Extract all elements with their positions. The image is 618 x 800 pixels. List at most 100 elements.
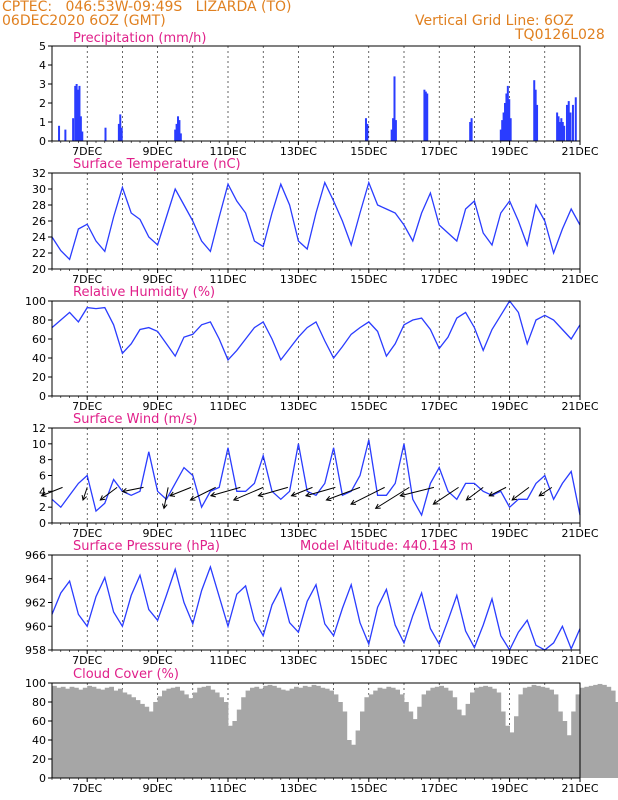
cloud-bar — [448, 690, 453, 778]
precipitation-bar — [120, 127, 123, 141]
cloud-bar — [408, 711, 414, 778]
cloud-bar — [236, 709, 242, 778]
pressure-xtick-label: 11DEC — [209, 654, 246, 667]
precipitation-bar — [179, 133, 182, 141]
precipitation-bar — [561, 122, 564, 141]
cloud-bar — [184, 694, 189, 778]
cloud-ytick-label: 60 — [32, 715, 46, 728]
cloud-bar — [118, 688, 123, 778]
precipitation-bar — [174, 129, 177, 141]
precipitation-bar — [469, 122, 472, 141]
temperature-ytick-label: 30 — [32, 183, 46, 196]
pressure-ytick-label: 966 — [25, 549, 46, 562]
precipitation-bar — [563, 125, 566, 141]
cloud-bar — [610, 690, 616, 778]
cloud-bar — [412, 719, 418, 778]
cloud-bar — [219, 697, 224, 778]
cloud-bar — [360, 711, 365, 778]
pressure-xtick-label: 17DEC — [421, 654, 458, 667]
pressure-ytick-label: 964 — [25, 573, 46, 586]
precipitation-bar — [567, 101, 570, 141]
cloud-bar — [588, 685, 594, 778]
temperature-ytick-label: 26 — [32, 215, 46, 228]
precipitation-ytick-label: 0 — [39, 135, 46, 148]
cloud-bar — [250, 687, 255, 778]
cloud-bar — [232, 721, 238, 778]
cloud-bar — [126, 694, 132, 778]
cloud-xtick-label: 21DEC — [561, 782, 598, 795]
cloud-bar — [355, 730, 361, 778]
wind-xtick-label: 11DEC — [209, 527, 246, 540]
precipitation-bar — [392, 118, 395, 141]
wind-arrow — [465, 486, 484, 501]
precipitation-bar — [534, 89, 537, 141]
cloud-xtick-label: 13DEC — [280, 782, 317, 795]
cloud-bar — [382, 688, 387, 778]
precipitation-bar — [470, 118, 473, 141]
cloud-bar — [540, 686, 546, 778]
precipitation-bar — [558, 122, 561, 141]
humidity-xtick-label: 19DEC — [491, 400, 528, 413]
precipitation-bar — [393, 76, 396, 141]
precipitation-bar — [74, 85, 77, 141]
wind-arrow — [121, 486, 144, 494]
wind-arrow — [209, 486, 241, 498]
wind-xtick-label: 15DEC — [350, 527, 387, 540]
cloud-xtick-label: 7DEC — [72, 782, 102, 795]
cloud-bar — [593, 684, 598, 778]
cloud-bar — [223, 702, 229, 778]
cloud-bar — [575, 694, 581, 778]
cloud-bar — [122, 692, 128, 778]
cloud-bar — [113, 690, 119, 778]
cloud-bar — [228, 725, 233, 778]
cloud-bar — [553, 694, 559, 778]
cloud-bar — [175, 686, 180, 778]
precipitation-bar — [104, 127, 107, 141]
precipitation-bar — [506, 85, 509, 141]
precipitation-bar — [77, 89, 80, 141]
precipitation-bar — [58, 125, 61, 141]
cloud-bar — [272, 685, 277, 778]
cloud-xtick-label: 17DEC — [421, 782, 458, 795]
cloud-bar — [166, 688, 172, 778]
cloud-bar — [144, 706, 150, 778]
precipitation-bar — [175, 123, 178, 141]
humidity-ytick-label: 40 — [32, 352, 46, 365]
precipitation-bar — [117, 123, 120, 141]
cloud-bar — [377, 687, 383, 778]
cloud-bar — [333, 694, 339, 778]
humidity-panel: 0 20 40 60 80 100 7DEC 9DEC 11DEC 13DEC 15DEC 17DEC… — [25, 285, 599, 413]
cloud-xtick-label: 19DEC — [491, 782, 528, 795]
cloud-bar — [206, 685, 211, 778]
temperature-ytick-label: 24 — [32, 231, 46, 244]
wind-arrow — [399, 486, 435, 498]
cloud-bar — [131, 697, 136, 778]
run-date-header: 06DEC2020 6OZ (GMT) — [2, 13, 166, 29]
cloud-bar — [69, 686, 75, 778]
cloud-bar — [74, 687, 79, 778]
cloud-bar — [404, 702, 409, 778]
precipitation-xtick-label: 17DEC — [421, 145, 458, 158]
cloud-bar — [527, 686, 532, 778]
cloud-bar — [514, 716, 519, 778]
cloud-bar — [197, 687, 202, 778]
precipitation-bar — [571, 104, 574, 141]
precipitation-bar — [424, 91, 427, 141]
pressure-xtick-label: 7DEC — [72, 654, 102, 667]
temperature-line — [51, 180, 581, 261]
cloud-bar — [562, 721, 568, 778]
precipitation-bar — [79, 116, 82, 141]
cloud-xtick-label: 9DEC — [143, 782, 173, 795]
temperature-xtick-label: 15DEC — [350, 273, 387, 286]
wind-ytick-label: 8 — [39, 454, 46, 467]
cloud-bar — [320, 687, 326, 778]
cloud-title: Cloud Cover (%) — [73, 667, 179, 682]
model-code: TQ0126L028 — [515, 27, 605, 43]
precipitation-panel: 0 1 2 3 4 5 7DEC 9DEC 11DEC 13DEC 15DEC 17DEC 19DEC 2… — [39, 31, 599, 158]
cloud-bar — [276, 687, 282, 778]
cloud-ytick-label: 0 — [39, 772, 46, 785]
wind-xtick-label: 7DEC — [72, 527, 102, 540]
temperature-panel: 20 22 24 26 28 30 32 7DEC 9DEC 11DEC 13DEC 15DEC 17D… — [32, 157, 599, 286]
humidity-ytick-label: 0 — [39, 390, 46, 403]
cloud-bar — [421, 694, 427, 778]
